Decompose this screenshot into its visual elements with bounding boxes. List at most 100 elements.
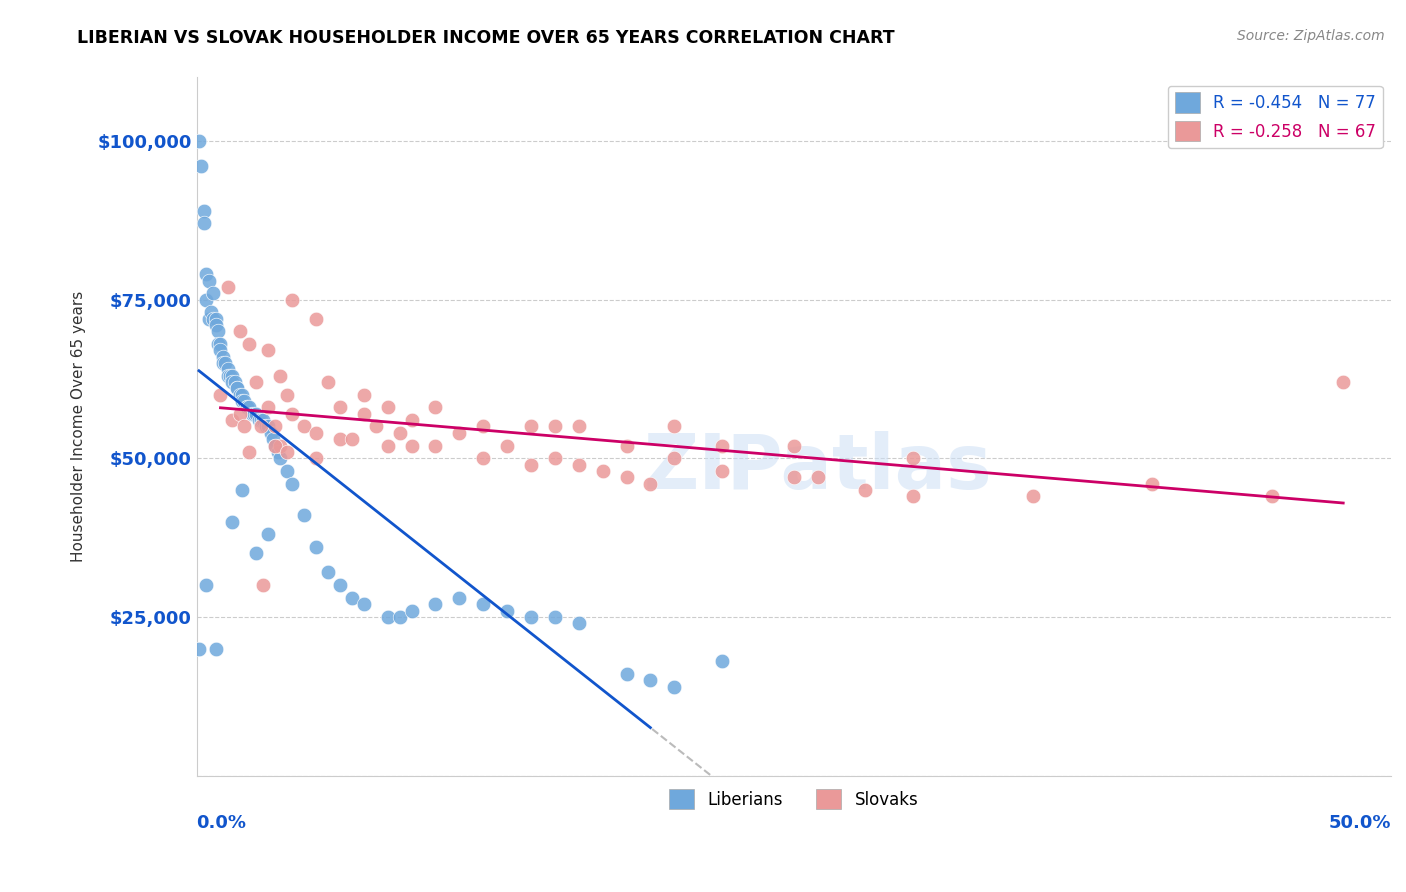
Point xyxy=(257,527,280,541)
Point xyxy=(711,438,734,452)
Point xyxy=(202,286,225,301)
Point xyxy=(245,407,267,421)
Point xyxy=(783,470,806,484)
Point xyxy=(228,407,250,421)
Point xyxy=(193,216,215,230)
Point xyxy=(267,445,290,459)
Point xyxy=(377,401,399,415)
Point xyxy=(472,419,495,434)
Point xyxy=(664,451,686,466)
Y-axis label: Householder Income Over 65 years: Householder Income Over 65 years xyxy=(72,291,86,562)
Point xyxy=(207,324,229,338)
Point xyxy=(472,597,495,611)
Point xyxy=(231,388,253,402)
Point xyxy=(472,451,495,466)
Text: Source: ZipAtlas.com: Source: ZipAtlas.com xyxy=(1237,29,1385,43)
Point xyxy=(235,401,257,415)
Point xyxy=(292,508,315,523)
Point xyxy=(329,401,352,415)
Point xyxy=(226,381,249,395)
Point xyxy=(401,438,423,452)
Point xyxy=(193,203,215,218)
Point xyxy=(305,311,328,326)
Point xyxy=(221,515,243,529)
Point xyxy=(262,432,284,446)
Point xyxy=(195,267,218,281)
Point xyxy=(209,337,232,351)
Point xyxy=(305,540,328,554)
Point xyxy=(568,458,591,472)
Point xyxy=(269,438,291,452)
Point xyxy=(252,413,274,427)
Point xyxy=(711,654,734,668)
Legend: Liberians, Slovaks: Liberians, Slovaks xyxy=(662,782,925,816)
Point xyxy=(377,438,399,452)
Point xyxy=(276,388,298,402)
Point xyxy=(544,610,567,624)
Point xyxy=(264,419,287,434)
Point xyxy=(353,407,375,421)
Point xyxy=(640,476,662,491)
Point xyxy=(425,438,447,452)
Point xyxy=(238,445,260,459)
Point xyxy=(305,451,328,466)
Point xyxy=(254,419,277,434)
Point xyxy=(257,419,280,434)
Point xyxy=(711,464,734,478)
Point xyxy=(238,401,260,415)
Point xyxy=(204,318,226,332)
Point xyxy=(212,356,235,370)
Point xyxy=(233,419,256,434)
Point xyxy=(226,381,249,395)
Point xyxy=(197,273,219,287)
Point xyxy=(221,368,243,383)
Point xyxy=(276,464,298,478)
Point xyxy=(281,476,304,491)
Point xyxy=(188,641,211,656)
Point xyxy=(257,401,280,415)
Point xyxy=(616,470,638,484)
Point xyxy=(568,616,591,631)
Point xyxy=(264,438,287,452)
Point xyxy=(228,324,250,338)
Point xyxy=(592,464,614,478)
Point xyxy=(425,401,447,415)
Text: 0.0%: 0.0% xyxy=(197,814,246,832)
Point xyxy=(228,388,250,402)
Point xyxy=(269,368,291,383)
Point xyxy=(250,413,273,427)
Point xyxy=(807,470,830,484)
Point xyxy=(544,419,567,434)
Point xyxy=(401,603,423,617)
Point xyxy=(231,483,253,497)
Point xyxy=(197,311,219,326)
Point xyxy=(224,375,246,389)
Point xyxy=(664,419,686,434)
Point xyxy=(204,641,226,656)
Point xyxy=(353,597,375,611)
Point xyxy=(204,311,226,326)
Point xyxy=(640,673,662,688)
Point xyxy=(269,451,291,466)
Point xyxy=(496,603,519,617)
Point xyxy=(1260,489,1282,503)
Point xyxy=(388,610,411,624)
Point xyxy=(1140,476,1163,491)
Point xyxy=(616,438,638,452)
Point xyxy=(195,293,218,307)
Point xyxy=(664,680,686,694)
Point xyxy=(340,432,363,446)
Point xyxy=(233,394,256,409)
Point xyxy=(214,356,236,370)
Point xyxy=(292,419,315,434)
Point xyxy=(316,375,339,389)
Point xyxy=(221,413,243,427)
Point xyxy=(520,458,543,472)
Point xyxy=(353,388,375,402)
Point xyxy=(496,438,519,452)
Point xyxy=(195,578,218,592)
Point xyxy=(364,419,387,434)
Point xyxy=(212,350,235,364)
Point xyxy=(388,425,411,440)
Point xyxy=(401,413,423,427)
